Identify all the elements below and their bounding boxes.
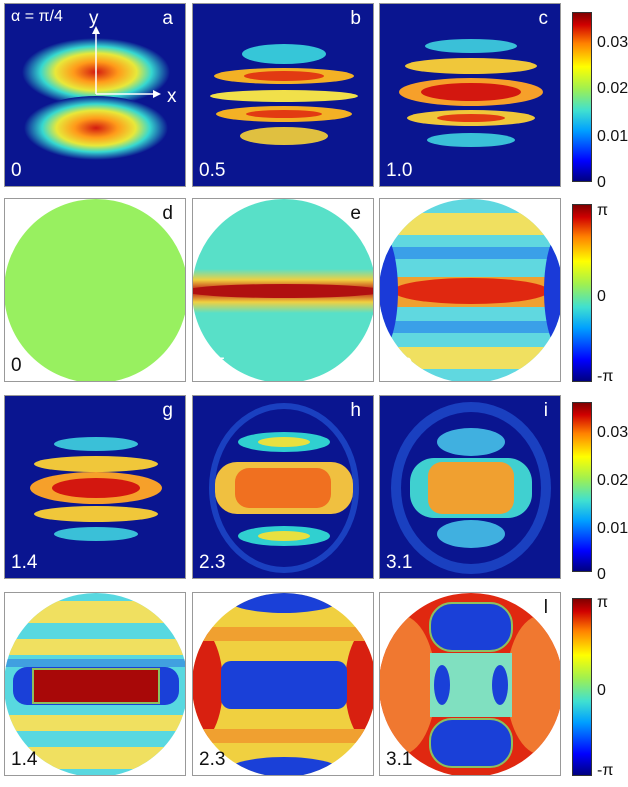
panel-value: 0 xyxy=(11,160,22,181)
panel-value: 3.1 xyxy=(386,749,413,770)
phase-colorbar-top xyxy=(572,204,592,382)
panel-letter: f xyxy=(542,203,548,224)
panel-letter: i xyxy=(543,400,548,421)
tick-label: 0 xyxy=(597,566,606,583)
panel-b: b 0.5 xyxy=(192,3,374,187)
tick-label: 0.02 xyxy=(597,80,628,97)
tick-label: -π xyxy=(597,368,614,385)
panel-letter: j xyxy=(168,597,173,618)
panel-value: 1.0 xyxy=(386,160,413,181)
tick-label: π xyxy=(597,202,609,219)
panel-l: l 3.1 xyxy=(379,592,561,776)
y-axis-label: y xyxy=(89,8,99,29)
panel-letter: b xyxy=(350,8,361,29)
panel-value: 1.4 xyxy=(11,552,38,573)
tick-label: 0 xyxy=(597,288,606,305)
panel-i: i 3.1 xyxy=(379,395,561,579)
panel-a: α = π/4 y x a 0 xyxy=(4,3,186,187)
phase-colorbar-bottom xyxy=(572,598,592,776)
phase-map-l xyxy=(380,593,560,775)
tick-label: 0 xyxy=(597,174,606,191)
panel-value: 2.3 xyxy=(199,552,226,573)
panel-value: 0.5 xyxy=(199,355,226,376)
panel-letter: k xyxy=(351,597,362,618)
panel-letter: l xyxy=(543,597,548,618)
panel-letter: c xyxy=(538,8,549,29)
panel-f: f 1.0 xyxy=(379,198,561,382)
panel-letter: a xyxy=(162,8,173,29)
density-colorbar-top xyxy=(572,12,592,182)
panel-h: h 2.3 xyxy=(192,395,374,579)
phase-map-e xyxy=(193,199,373,381)
panel-k: k 2.3 xyxy=(192,592,374,776)
tick-label: 0.03 xyxy=(597,34,628,51)
panel-value: 1.0 xyxy=(386,355,413,376)
panel-letter: h xyxy=(350,400,361,421)
density-map-a xyxy=(5,4,185,186)
density-colorbar-bottom xyxy=(572,402,592,572)
tick-label: 0 xyxy=(597,682,606,699)
panel-c: c 1.0 xyxy=(379,3,561,187)
panel-value: 2.3 xyxy=(199,749,226,770)
phase-map-j xyxy=(5,593,185,775)
x-axis-label: x xyxy=(167,86,177,107)
density-map-i xyxy=(380,396,560,578)
panel-letter: e xyxy=(350,203,361,224)
panel-value: 3.1 xyxy=(386,552,413,573)
density-map-h xyxy=(193,396,373,578)
tick-label: 0.02 xyxy=(597,472,628,489)
panel-value: 1.4 xyxy=(11,749,38,770)
density-map-c xyxy=(380,4,560,186)
panel-value: 0.5 xyxy=(199,160,226,181)
panel-letter: d xyxy=(162,203,173,224)
alpha-label: α = π/4 xyxy=(11,8,63,25)
tick-label: π xyxy=(597,594,609,611)
density-map-g xyxy=(5,396,185,578)
phase-map-k xyxy=(193,593,373,775)
phase-map-d xyxy=(5,199,185,381)
panel-letter: g xyxy=(162,400,173,421)
panel-j: j 1.4 xyxy=(4,592,186,776)
tick-label: 0.01 xyxy=(597,520,628,537)
tick-label: 0.01 xyxy=(597,128,628,145)
phase-map-f xyxy=(380,199,560,381)
panel-d: d 0 xyxy=(4,198,186,382)
panel-value: 0 xyxy=(11,355,22,376)
panel-g: g 1.4 xyxy=(4,395,186,579)
density-map-b xyxy=(193,4,373,186)
tick-label: 0.03 xyxy=(597,424,628,441)
panel-e: e 0.5 xyxy=(192,198,374,382)
tick-label: -π xyxy=(597,762,614,779)
